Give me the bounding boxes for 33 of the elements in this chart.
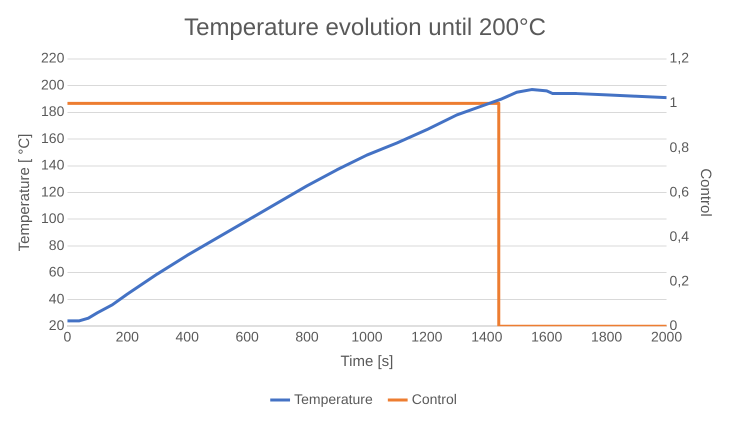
y2-tick-label: 0,4 xyxy=(670,228,690,244)
x-tick-label: 600 xyxy=(235,328,260,344)
x-tick-label: 1000 xyxy=(351,328,383,344)
x-tick-label: 400 xyxy=(176,328,200,344)
y-tick-label: 80 xyxy=(48,236,65,253)
y-tick-label: 200 xyxy=(41,76,65,92)
y2-tick-label: 0,6 xyxy=(670,183,690,200)
legend-label: Temperature xyxy=(294,390,373,407)
y-tick-label: 40 xyxy=(48,290,65,306)
y-tick-label: 220 xyxy=(41,50,65,66)
y-tick-label: 140 xyxy=(41,156,65,173)
x-tick-label: 1400 xyxy=(471,328,503,344)
y-tick-label: 100 xyxy=(41,210,65,226)
x-tick-label: 1200 xyxy=(411,328,443,344)
y2-tick-label: 0,8 xyxy=(670,138,690,155)
y2-tick-label: 0,2 xyxy=(670,272,690,288)
y-tick-label: 180 xyxy=(41,103,65,120)
y2-tick-label: 1,2 xyxy=(670,50,690,66)
x-tick-label: 0 xyxy=(63,328,72,344)
chart-title: Temperature evolution until 200°C xyxy=(184,14,546,42)
x-tick-label: 800 xyxy=(295,328,319,344)
y-tick-label: 20 xyxy=(48,317,65,334)
x-axis-title: Time [s] xyxy=(340,353,394,370)
x-tick-label: 1800 xyxy=(591,328,622,344)
y-tick-label: 60 xyxy=(48,264,65,280)
x-tick-label: 200 xyxy=(116,328,140,344)
x-tick-label: 1600 xyxy=(531,328,562,344)
y-tick-label: 160 xyxy=(41,130,65,146)
legend-label: Control xyxy=(412,390,457,407)
y2-tick-label: 1 xyxy=(670,94,678,110)
y-axis-title: Temperature [ °C] xyxy=(16,134,34,252)
y2-axis-title: Control xyxy=(696,168,714,217)
y-tick-label: 120 xyxy=(41,183,65,200)
